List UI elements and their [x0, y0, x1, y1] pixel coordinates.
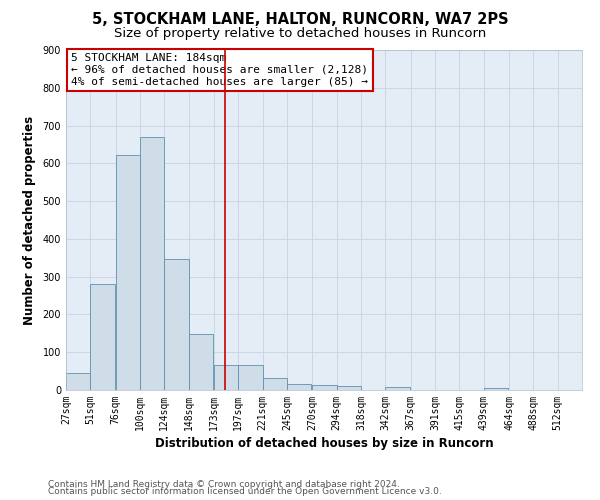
Text: 5, STOCKHAM LANE, HALTON, RUNCORN, WA7 2PS: 5, STOCKHAM LANE, HALTON, RUNCORN, WA7 2… [92, 12, 508, 28]
Bar [313, 386, 337, 390]
Bar [484, 388, 508, 390]
Bar [116, 155, 140, 390]
Text: Contains public sector information licensed under the Open Government Licence v3: Contains public sector information licen… [48, 488, 442, 496]
Bar [263, 378, 287, 390]
Bar [385, 387, 410, 390]
Bar [287, 384, 311, 390]
Bar [188, 334, 213, 390]
Bar [164, 259, 188, 390]
Text: Contains HM Land Registry data © Crown copyright and database right 2024.: Contains HM Land Registry data © Crown c… [48, 480, 400, 489]
Bar [140, 137, 164, 390]
Bar [337, 386, 361, 390]
Bar [214, 366, 238, 390]
Y-axis label: Number of detached properties: Number of detached properties [23, 116, 35, 324]
Text: 5 STOCKHAM LANE: 184sqm
← 96% of detached houses are smaller (2,128)
4% of semi-: 5 STOCKHAM LANE: 184sqm ← 96% of detache… [71, 54, 368, 86]
Bar [66, 373, 91, 390]
Text: Size of property relative to detached houses in Runcorn: Size of property relative to detached ho… [114, 28, 486, 40]
Bar [91, 284, 115, 390]
X-axis label: Distribution of detached houses by size in Runcorn: Distribution of detached houses by size … [155, 437, 493, 450]
Bar [238, 366, 263, 390]
